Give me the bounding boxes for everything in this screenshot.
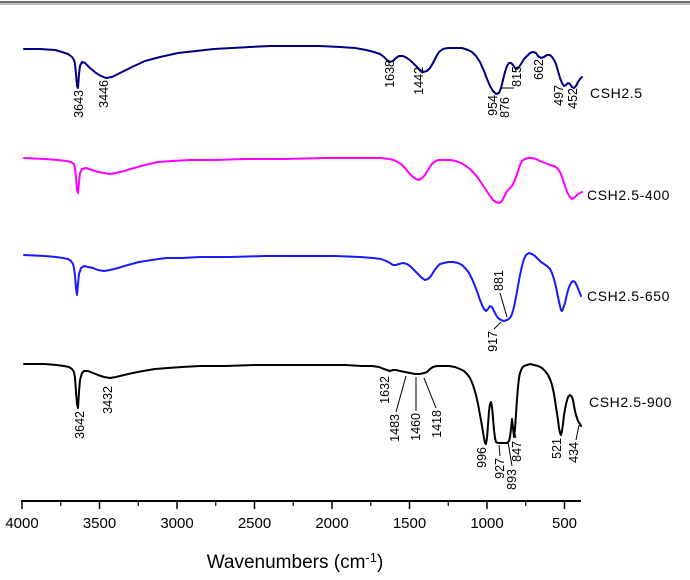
series-label-csh2-5-900: CSH2.5-900 [589,394,673,410]
x-tick-label: 4000 [5,515,38,532]
peak-wavenumber-label: 662 [532,59,546,80]
series-label-csh2-5-400: CSH2.5-400 [587,187,671,203]
x-axis-title-text: Wavenumbers (cm [206,552,366,573]
peak-wavenumber-label: 847 [510,441,524,462]
x-tick-label: 1500 [393,515,426,532]
peak-wavenumber-label: 3432 [101,386,115,414]
peak-wavenumber-label: 1418 [430,410,444,438]
annotation-leader-line [498,444,501,457]
annotation-leader-line [395,375,407,413]
peak-wavenumber-label: 1460 [409,413,423,441]
spectrum-curve-csh2-5-650 [23,252,582,322]
annotation-leader-line [575,424,580,441]
peak-wavenumber-label: 917 [486,331,500,352]
window-top-border [0,0,690,5]
peak-wavenumber-label: 434 [567,442,581,463]
peak-wavenumber-label: 815 [510,66,524,87]
x-tick-label: 1000 [470,515,503,532]
series-label-csh2-5-650: CSH2.5-650 [587,288,671,304]
peak-wavenumber-label: 893 [505,469,519,490]
x-tick-label: 2000 [315,515,348,532]
annotation-leader-line [499,292,508,318]
x-tick-label: 2500 [238,515,271,532]
peak-wavenumber-label: 1638 [383,60,397,88]
spectrum-curve-csh2-5-400 [23,157,583,204]
annotation-leader-line [507,441,513,467]
x-axis-title-suffix: ) [376,552,384,573]
peak-wavenumber-label: 3643 [72,90,86,118]
peak-wavenumber-label: 3642 [73,411,87,439]
spectrum-curve-csh2-5 [23,45,583,95]
series-label-csh2-5: CSH2.5 [590,85,643,101]
peak-wavenumber-label: 954 [486,95,500,116]
annotation-leader-line [493,321,502,330]
peak-wavenumber-label: 3446 [97,80,111,108]
peak-wavenumber-label: 497 [552,85,566,106]
x-axis-title-superscript: -1 [365,550,377,565]
spectrum-curve-csh2-5-900 [23,363,582,445]
annotation-leader-line [423,377,437,409]
x-axis-title: Wavenumbers (cm-1) [160,546,430,575]
peak-wavenumber-label: 996 [475,447,489,468]
peak-wavenumber-label: 1483 [388,414,402,442]
peak-wavenumber-label: 1632 [378,376,392,404]
x-tick-label: 500 [552,515,577,532]
peak-wavenumber-label: 1442 [412,67,426,95]
annotation-leader-line [511,420,517,439]
x-tick-label: 3500 [83,515,116,532]
peak-wavenumber-label: 452 [566,88,580,109]
peak-wavenumber-label: 876 [498,97,512,118]
peak-wavenumber-label: 881 [492,270,506,291]
peak-wavenumber-label: 927 [493,458,507,479]
peak-wavenumber-label: 521 [550,438,564,459]
x-tick-label: 3000 [160,515,193,532]
